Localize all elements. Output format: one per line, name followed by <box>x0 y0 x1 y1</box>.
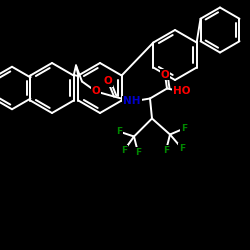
Text: F: F <box>116 127 122 136</box>
Text: F: F <box>163 146 169 155</box>
Text: O: O <box>92 86 100 97</box>
Text: F: F <box>179 144 185 153</box>
Text: NH: NH <box>123 96 141 106</box>
Text: O: O <box>104 76 112 86</box>
Text: O: O <box>160 70 170 80</box>
Text: F: F <box>121 146 127 155</box>
Text: F: F <box>135 148 141 157</box>
Text: F: F <box>181 124 187 133</box>
Text: HO: HO <box>173 86 191 97</box>
